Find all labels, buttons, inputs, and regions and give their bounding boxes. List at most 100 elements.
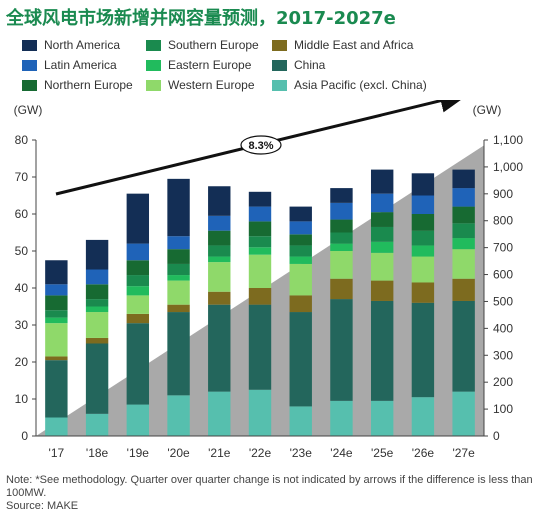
bar-segment bbox=[452, 188, 475, 207]
bar-segment bbox=[411, 195, 435, 214]
bar-segment bbox=[289, 406, 312, 436]
legend-swatch bbox=[272, 39, 287, 51]
x-tick-label: '23e bbox=[290, 446, 313, 460]
bar-segment bbox=[330, 251, 353, 279]
y-tick-label: 80 bbox=[15, 133, 29, 147]
y-tick-label: 30 bbox=[15, 318, 29, 332]
bar-segment bbox=[411, 230, 435, 246]
bar-segment bbox=[167, 263, 190, 276]
y-tick-label: 60 bbox=[15, 207, 29, 221]
bar-segment bbox=[248, 247, 272, 255]
bar-segment bbox=[330, 400, 353, 436]
bar-segment bbox=[330, 278, 353, 300]
y2-tick-label: 600 bbox=[493, 268, 513, 282]
bar-segment bbox=[452, 300, 475, 392]
x-tick-label: '19e bbox=[127, 446, 150, 460]
x-tick-label: '21e bbox=[208, 446, 231, 460]
bar-segment bbox=[289, 234, 312, 246]
bar-segment bbox=[126, 323, 150, 405]
bar-segment bbox=[411, 173, 435, 196]
bar-segment bbox=[208, 186, 231, 216]
legend-label: Western Europe bbox=[168, 78, 255, 92]
bar-segment bbox=[289, 206, 312, 222]
y2-tick-label: 100 bbox=[493, 402, 513, 416]
stacked-bar-chart: '17 '18e '19e '20e '21e '22e '23e '24e '25e '26e '… bbox=[14, 88, 523, 460]
bar-segment bbox=[208, 291, 231, 305]
bar-segment bbox=[370, 226, 394, 242]
bar-segment bbox=[85, 343, 109, 414]
legend-item: Eastern Europe bbox=[146, 58, 251, 72]
bar-segment bbox=[452, 169, 475, 189]
bar-segment bbox=[411, 302, 435, 398]
bar-segment bbox=[370, 193, 394, 213]
bar-segment bbox=[289, 312, 312, 407]
bar-segment bbox=[208, 391, 231, 436]
y2-tick-label: 1,100 bbox=[493, 133, 523, 147]
y2-tick-label: 700 bbox=[493, 241, 513, 255]
footnote: Note: *See methodology. Quarter over qua… bbox=[6, 474, 546, 513]
bar-segment bbox=[370, 212, 394, 227]
x-tick-label: '18e bbox=[86, 446, 109, 460]
y-tick-label: 50 bbox=[15, 244, 29, 258]
y-tick-label: 40 bbox=[15, 281, 29, 295]
bar-segment bbox=[248, 191, 272, 207]
bar-segment bbox=[411, 397, 435, 436]
bar-segment bbox=[370, 241, 394, 253]
bar-segment bbox=[85, 306, 109, 313]
y2-tick-label: 500 bbox=[493, 294, 513, 308]
bar-segment bbox=[85, 413, 109, 436]
bar-segment bbox=[452, 249, 475, 279]
x-tick-label: '17 bbox=[49, 446, 65, 460]
bar-segment bbox=[452, 206, 475, 224]
legend-label: Asia Pacific (excl. China) bbox=[294, 78, 427, 92]
legend-swatch bbox=[146, 39, 161, 51]
legend-label: Eastern Europe bbox=[168, 58, 252, 72]
bar-segment bbox=[289, 263, 312, 296]
y2-tick-label: 900 bbox=[493, 187, 513, 201]
legend-label: Latin America bbox=[44, 58, 117, 72]
bar-segment bbox=[289, 295, 312, 313]
y-tick-label: 20 bbox=[15, 355, 29, 369]
bar-segment bbox=[45, 417, 68, 436]
bar-segment bbox=[330, 188, 353, 203]
legend-item: Middle East and Africa bbox=[272, 38, 413, 52]
bar-segment bbox=[126, 404, 150, 436]
legend-item: North America bbox=[22, 38, 120, 52]
bar-segment bbox=[248, 304, 272, 390]
legend-swatch bbox=[146, 79, 161, 91]
bar-segment bbox=[85, 269, 109, 285]
bar-segment bbox=[411, 282, 435, 303]
y-tick-label: 10 bbox=[15, 392, 29, 406]
y2-tick-label: 200 bbox=[493, 375, 513, 389]
bar-segment bbox=[208, 304, 231, 392]
legend-swatch bbox=[146, 59, 161, 71]
bar-segment bbox=[45, 295, 68, 311]
bar-segment bbox=[85, 337, 109, 344]
bar-segment bbox=[126, 243, 150, 261]
x-tick-label: '27e bbox=[452, 446, 475, 460]
y-axis-label: (GW) bbox=[14, 103, 43, 117]
x-tick-label: '25e bbox=[371, 446, 394, 460]
trend-label: 8.3% bbox=[248, 140, 273, 152]
legend-label: Northern Europe bbox=[44, 78, 133, 92]
bar-segment bbox=[208, 230, 231, 246]
bar-segment bbox=[167, 280, 190, 305]
bar-segment bbox=[248, 288, 272, 305]
legend-item: Western Europe bbox=[146, 78, 255, 92]
legend-swatch bbox=[272, 59, 287, 71]
bar-segment bbox=[126, 286, 150, 296]
bar-segment bbox=[208, 262, 231, 292]
x-tick-label: '26e bbox=[412, 446, 435, 460]
bar-segment bbox=[167, 395, 190, 436]
legend-item: Southern Europe bbox=[146, 38, 259, 52]
legend-label: Middle East and Africa bbox=[294, 38, 414, 52]
legend-item: Northern Europe bbox=[22, 78, 133, 92]
legend-item: China bbox=[272, 58, 325, 72]
bar-segment bbox=[45, 310, 68, 318]
bar-segment bbox=[167, 249, 190, 264]
y2-tick-label: 1,000 bbox=[493, 160, 523, 174]
bar-segment bbox=[452, 238, 475, 250]
note-text: Note: *See methodology. Quarter over qua… bbox=[6, 474, 533, 499]
bar-segment bbox=[289, 256, 312, 264]
bar-segment bbox=[126, 193, 150, 244]
